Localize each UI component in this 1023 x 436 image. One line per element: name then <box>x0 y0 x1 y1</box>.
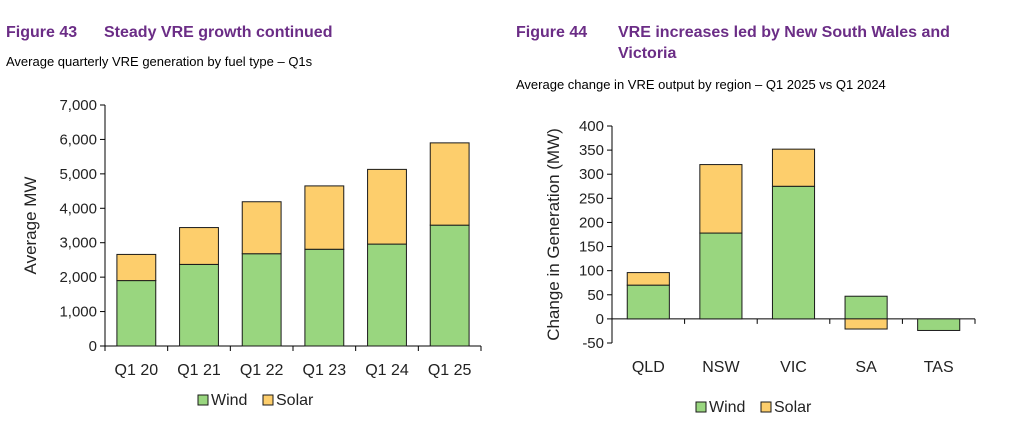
bar-solar-qld <box>626 272 670 286</box>
figure-43-heading: Figure 43 Steady VRE growth continued <box>6 22 332 43</box>
bar-wind-sa <box>844 295 888 320</box>
y-tick-label: 350 <box>579 142 604 159</box>
x-tick-label: NSW <box>702 359 740 376</box>
legend-swatch-wind <box>695 401 707 413</box>
y-tick-label: 150 <box>579 239 604 256</box>
y-tick-label: 100 <box>579 263 604 280</box>
y-tick-label: 6,000 <box>59 131 97 148</box>
bar-solar-q1-23 <box>304 185 345 250</box>
figure-43-number: Figure 43 <box>6 24 78 41</box>
figure-44-title-line1: VRE increases led by New South Wales and <box>618 24 950 41</box>
y-tick-label: 250 <box>579 190 604 207</box>
figure-44-subtitle: Average change in VRE output by region –… <box>516 77 886 92</box>
bar-solar-q1-22 <box>241 201 282 255</box>
figure-44-title-line2: Victoria <box>618 45 677 62</box>
bar-solar-q1-25 <box>429 142 470 226</box>
bar-wind-vic <box>771 185 816 320</box>
x-tick-label: Q1 20 <box>115 362 159 379</box>
bar-wind-tas <box>917 318 961 331</box>
y-tick-label: 0 <box>89 338 97 355</box>
bar-wind-q1-20 <box>116 280 157 347</box>
figure-43-title: Steady VRE growth continued <box>104 24 333 41</box>
figure-44-number: Figure 44 <box>516 24 588 41</box>
y-tick-label: 1,000 <box>59 304 97 321</box>
y-tick-label: 0 <box>596 311 604 328</box>
bar-wind-q1-23 <box>304 248 345 347</box>
bar-solar-q1-20 <box>116 253 157 282</box>
y-tick-label: -50 <box>582 335 604 352</box>
legend-label-solar: Solar <box>774 399 812 416</box>
x-tick-label: Q1 25 <box>428 362 472 379</box>
x-tick-label: Q1 22 <box>240 362 284 379</box>
bar-solar-vic <box>771 148 816 187</box>
bar-wind-qld <box>626 284 670 320</box>
x-tick-label: TAS <box>924 359 954 376</box>
legend-label-wind: Wind <box>211 392 247 409</box>
bar-solar-q1-24 <box>367 168 407 245</box>
y-tick-label: 2,000 <box>59 269 97 286</box>
legend-swatch-solar <box>262 394 274 406</box>
legend-label-wind: Wind <box>709 399 745 416</box>
x-tick-label: Q1 21 <box>177 362 221 379</box>
bar-wind-q1-21 <box>179 263 219 347</box>
bar-wind-q1-22 <box>241 253 282 347</box>
figure-44-heading: Figure 44 VRE increases led by New South … <box>516 22 950 64</box>
y-tick-label: 4,000 <box>59 200 97 217</box>
x-tick-label: Q1 23 <box>303 362 347 379</box>
y-axis-title: Change in Generation (MW) <box>544 128 563 341</box>
y-tick-label: 7,000 <box>59 97 97 114</box>
legend-swatch-solar <box>760 401 772 413</box>
y-axis-title: Average MW <box>21 177 40 275</box>
y-tick-label: 200 <box>579 214 604 231</box>
bar-wind-q1-25 <box>429 224 470 347</box>
x-tick-label: SA <box>855 359 877 376</box>
legend-label-solar: Solar <box>276 392 314 409</box>
bar-solar-sa <box>844 318 888 330</box>
x-tick-label: VIC <box>780 359 807 376</box>
chart-43: 0 1,000 2,000 3,000 4,000 5,000 6,000 7,000 Q1 2… <box>21 97 482 409</box>
bar-solar-q1-21 <box>179 227 219 265</box>
y-tick-label: 300 <box>579 166 604 183</box>
legend-swatch-wind <box>197 394 209 406</box>
bar-solar-nsw <box>699 164 743 234</box>
figure-43-subtitle: Average quarterly VRE generation by fuel… <box>6 54 313 69</box>
chart-44: -50 0 50 100 150 200 250 300 350 400 QLD NSW VIC SA TA… <box>544 118 976 416</box>
y-tick-label: 400 <box>579 118 604 135</box>
y-tick-label: 5,000 <box>59 166 97 183</box>
bar-wind-q1-24 <box>367 243 407 347</box>
x-tick-label: Q1 24 <box>365 362 409 379</box>
bar-wind-nsw <box>699 232 743 320</box>
y-tick-label: 50 <box>587 287 604 304</box>
y-tick-label: 3,000 <box>59 235 97 252</box>
x-tick-label: QLD <box>632 359 665 376</box>
